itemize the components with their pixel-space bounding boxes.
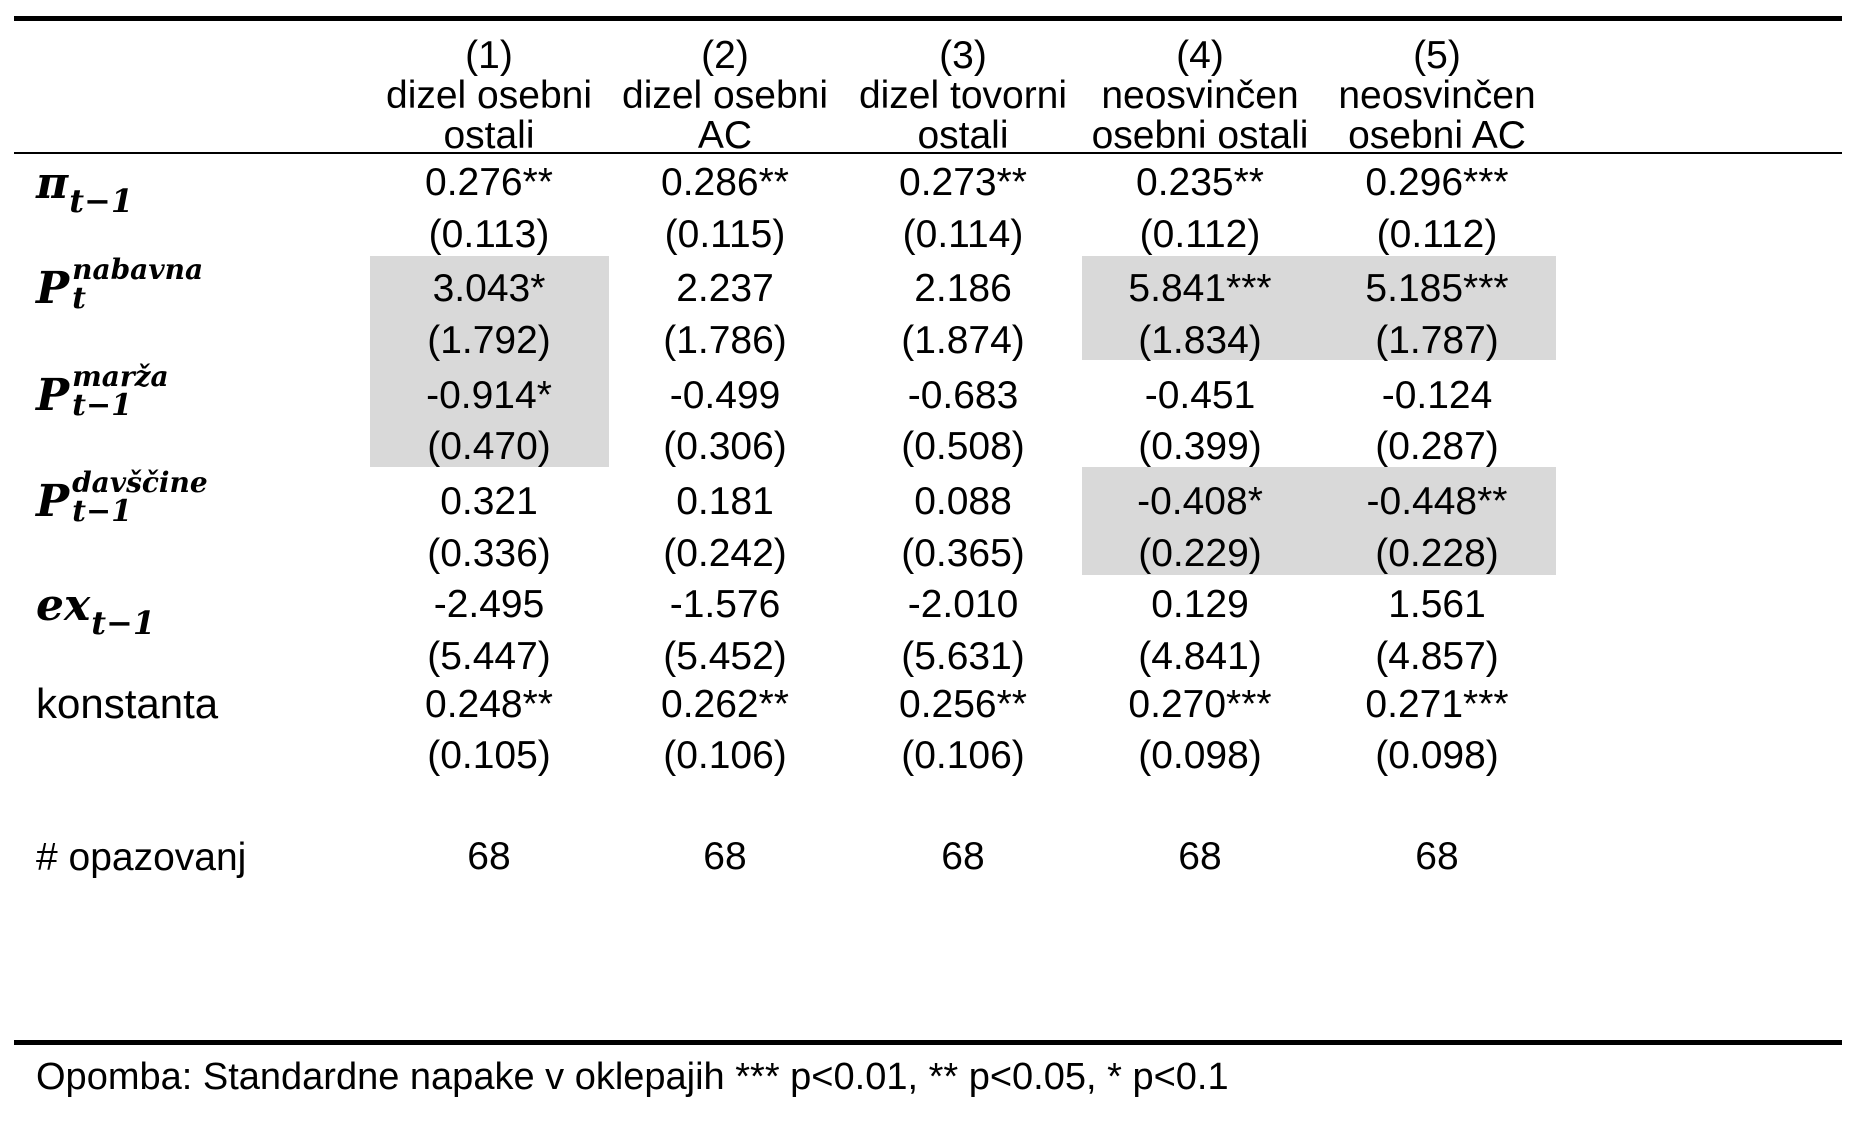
coefficient-cell: 0.273** bbox=[899, 161, 1027, 204]
column-title-line2: AC bbox=[697, 114, 753, 157]
std-error-cell: (0.229) bbox=[1138, 532, 1262, 575]
row-label-observations: # opazovanj bbox=[36, 836, 247, 879]
std-error-cell: (1.787) bbox=[1375, 319, 1499, 362]
observations-cell: 68 bbox=[703, 835, 747, 878]
row-label-pi: πt−1 bbox=[36, 158, 134, 221]
column-number: (2) bbox=[701, 34, 749, 77]
std-error-cell: (0.113) bbox=[428, 213, 550, 256]
column-number: (1) bbox=[465, 34, 513, 77]
coefficient-cell: 0.286** bbox=[661, 161, 789, 204]
constant-std-error-cell: (0.105) bbox=[427, 734, 551, 777]
highlight-block-col45-nabavna bbox=[1082, 256, 1556, 360]
coefficient-cell: -0.448** bbox=[1366, 480, 1508, 523]
std-error-cell: (5.447) bbox=[427, 635, 551, 678]
std-error-cell: (1.834) bbox=[1138, 319, 1262, 362]
column-number: (4) bbox=[1176, 34, 1224, 77]
coefficient-cell: 0.276** bbox=[425, 161, 553, 204]
highlight-block-col45-davscine bbox=[1082, 467, 1556, 575]
std-error-cell: (0.306) bbox=[663, 425, 787, 468]
std-error-cell: (0.470) bbox=[427, 425, 551, 468]
table-footnote: Opomba: Standardne napake v oklepajih **… bbox=[36, 1056, 1229, 1098]
std-error-cell: (4.841) bbox=[1138, 635, 1262, 678]
coefficient-cell: -2.495 bbox=[433, 583, 545, 626]
std-error-cell: (0.365) bbox=[901, 532, 1025, 575]
observations-cell: 68 bbox=[467, 835, 511, 878]
coefficient-cell: -0.408* bbox=[1137, 480, 1263, 523]
std-error-cell: (0.228) bbox=[1375, 532, 1499, 575]
observations-cell: 68 bbox=[941, 835, 985, 878]
column-title-line2: ostali bbox=[917, 114, 1009, 157]
std-error-cell: (5.452) bbox=[663, 635, 787, 678]
top-rule bbox=[14, 16, 1842, 21]
constant-coefficient-cell: 0.262** bbox=[661, 683, 789, 726]
coefficient-cell: 2.186 bbox=[914, 267, 1012, 310]
std-error-cell: (0.399) bbox=[1138, 425, 1262, 468]
coefficient-cell: 0.321 bbox=[440, 480, 538, 523]
std-error-cell: (0.115) bbox=[664, 213, 786, 256]
std-error-cell: (0.112) bbox=[1139, 213, 1261, 256]
column-title-line1: neosvinčen bbox=[1101, 74, 1299, 117]
coefficient-cell: -0.124 bbox=[1381, 374, 1493, 417]
std-error-cell: (4.857) bbox=[1375, 635, 1499, 678]
column-title-line2: osebni AC bbox=[1348, 114, 1526, 157]
constant-coefficient-cell: 0.271*** bbox=[1365, 683, 1509, 726]
row-label-ex: ext−1 bbox=[36, 580, 156, 643]
observations-cell: 68 bbox=[1415, 835, 1459, 878]
column-title-line1: dizel osebni bbox=[622, 74, 828, 117]
row-label-konstanta: konstanta bbox=[36, 680, 219, 727]
column-title-line2: ostali bbox=[443, 114, 535, 157]
std-error-cell: (5.631) bbox=[901, 635, 1025, 678]
std-error-cell: (0.336) bbox=[427, 532, 551, 575]
coefficient-cell: 0.129 bbox=[1151, 583, 1249, 626]
std-error-cell: (1.792) bbox=[427, 319, 551, 362]
std-error-cell: (0.287) bbox=[1375, 425, 1499, 468]
highlight-block-col1 bbox=[370, 256, 609, 467]
column-title-line1: dizel osebni bbox=[386, 74, 592, 117]
observations-cell: 68 bbox=[1178, 835, 1222, 878]
column-title-line2: osebni ostali bbox=[1091, 114, 1309, 157]
coefficient-cell: 5.185*** bbox=[1365, 267, 1509, 310]
coefficient-cell: -0.451 bbox=[1144, 374, 1256, 417]
std-error-cell: (1.786) bbox=[663, 319, 787, 362]
coefficient-cell: 5.841*** bbox=[1128, 267, 1272, 310]
std-error-cell: (0.508) bbox=[901, 425, 1025, 468]
header-rule bbox=[14, 152, 1842, 154]
coefficient-cell: 0.235** bbox=[1136, 161, 1264, 204]
std-error-cell: (0.114) bbox=[902, 213, 1024, 256]
constant-coefficient-cell: 0.270*** bbox=[1128, 683, 1272, 726]
column-number: (3) bbox=[939, 34, 987, 77]
constant-std-error-cell: (0.098) bbox=[1138, 734, 1262, 777]
coefficient-cell: 0.181 bbox=[676, 480, 774, 523]
constant-coefficient-cell: 0.256** bbox=[899, 683, 1027, 726]
coefficient-cell: -0.499 bbox=[669, 374, 781, 417]
bottom-rule bbox=[14, 1040, 1842, 1045]
coefficient-cell: 3.043* bbox=[432, 267, 546, 310]
coefficient-cell: -0.914* bbox=[426, 374, 552, 417]
std-error-cell: (0.112) bbox=[1376, 213, 1498, 256]
coefficient-cell: 1.561 bbox=[1388, 583, 1486, 626]
std-error-cell: (0.242) bbox=[663, 532, 787, 575]
constant-coefficient-cell: 0.248** bbox=[425, 683, 553, 726]
coefficient-cell: -0.683 bbox=[907, 374, 1019, 417]
column-title-line1: neosvinčen bbox=[1338, 74, 1536, 117]
column-title-line1: dizel tovorni bbox=[858, 74, 1068, 117]
constant-std-error-cell: (0.106) bbox=[663, 734, 787, 777]
coefficient-cell: -1.576 bbox=[669, 583, 781, 626]
column-number: (5) bbox=[1413, 34, 1461, 77]
coefficient-cell: 0.296*** bbox=[1365, 161, 1509, 204]
constant-std-error-cell: (0.098) bbox=[1375, 734, 1499, 777]
constant-std-error-cell: (0.106) bbox=[901, 734, 1025, 777]
coefficient-cell: -2.010 bbox=[907, 583, 1019, 626]
std-error-cell: (1.874) bbox=[901, 319, 1025, 362]
coefficient-cell: 0.088 bbox=[914, 480, 1012, 523]
coefficient-cell: 2.237 bbox=[676, 267, 774, 310]
